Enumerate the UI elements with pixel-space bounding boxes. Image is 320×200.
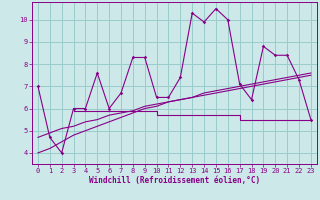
X-axis label: Windchill (Refroidissement éolien,°C): Windchill (Refroidissement éolien,°C) xyxy=(89,176,260,185)
